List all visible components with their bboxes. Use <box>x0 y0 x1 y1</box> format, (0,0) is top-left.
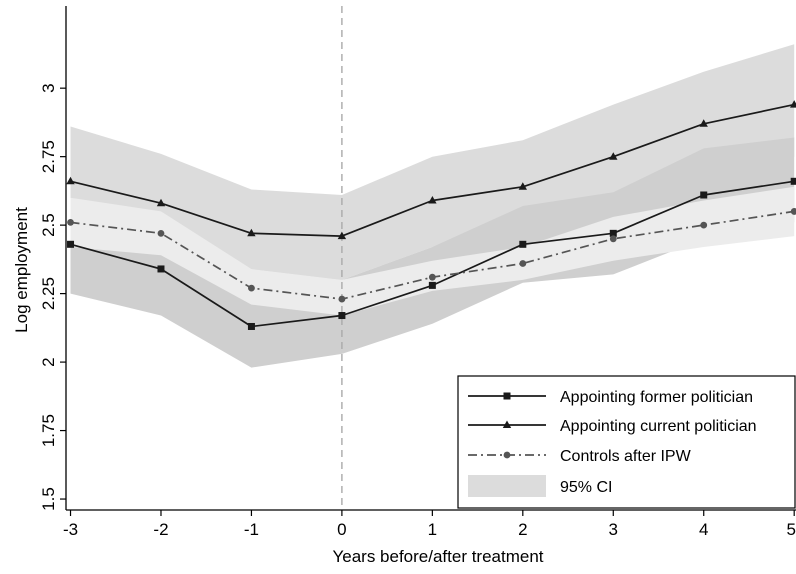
x-tick-label: -2 <box>153 520 168 539</box>
marker-square-former-politician-1 <box>157 265 165 273</box>
marker-triangle-current-politician-7 <box>699 119 708 127</box>
ci-band-current-politician <box>70 44 795 280</box>
legend-label: 95% CI <box>560 479 612 496</box>
marker-triangle-current-politician-1 <box>156 198 166 207</box>
ci-band-controls-ipw <box>70 186 795 316</box>
axes: 1.5 1.75 2 2.25 2.5 2.75 3 -3 -2 -1 0 1 2 3 4 5 Years be… <box>12 6 796 566</box>
marker-circle-controls-ipw-3 <box>338 295 346 303</box>
marker-triangle-current-politician-6 <box>609 152 618 160</box>
series-markers <box>66 100 796 330</box>
marker-triangle-current-politician-8 <box>790 100 796 108</box>
legend-symbol-ci <box>468 475 546 497</box>
confidence-bands <box>70 44 795 368</box>
y-tick-label: 2.5 <box>39 213 58 237</box>
x-tick-label: -3 <box>63 520 78 539</box>
marker-triangle-current-politician-2 <box>247 228 256 237</box>
legend-marker-triangle <box>502 420 512 428</box>
ci-band-former-politician <box>70 137 795 368</box>
x-tick-label: 1 <box>428 520 437 539</box>
y-axis-title: Log employment <box>12 207 31 333</box>
marker-square-former-politician-8 <box>790 177 796 185</box>
marker-circle-controls-ipw-6 <box>609 235 617 243</box>
legend-marker-circle <box>503 451 511 459</box>
marker-circle-controls-ipw-8 <box>790 208 796 215</box>
x-tick-label: 0 <box>337 520 346 539</box>
x-tick-label: 4 <box>699 520 708 539</box>
x-axis-title: Years before/after treatment <box>332 547 543 566</box>
marker-circle-controls-ipw-2 <box>248 284 255 292</box>
marker-circle-controls-ipw-0 <box>67 218 74 226</box>
marker-square-former-politician-6 <box>609 229 617 237</box>
x-tick-label: 3 <box>609 520 618 539</box>
y-tick-label: 1.75 <box>39 414 58 447</box>
legend-label: Appointing former politician <box>560 389 753 406</box>
y-tick-label: 2 <box>39 357 58 366</box>
marker-circle-controls-ipw-1 <box>157 229 165 237</box>
marker-square-former-politician-3 <box>338 312 346 320</box>
marker-square-former-politician-0 <box>67 240 75 248</box>
y-tick-label: 1.5 <box>39 487 58 511</box>
marker-triangle-current-politician-3 <box>337 231 347 240</box>
x-tick-label: 2 <box>518 520 527 539</box>
marker-circle-controls-ipw-5 <box>519 260 527 267</box>
marker-triangle-current-politician-4 <box>428 196 437 204</box>
x-tick-label: 5 <box>787 520 796 539</box>
y-tick-label: 2.75 <box>39 140 58 173</box>
y-tick-label: 2.25 <box>39 277 58 310</box>
marker-square-former-politician-5 <box>519 240 527 248</box>
marker-square-former-politician-2 <box>247 322 255 330</box>
x-tick-label: -1 <box>244 520 259 539</box>
marker-triangle-current-politician-5 <box>518 182 527 190</box>
y-tick-label: 3 <box>39 83 58 92</box>
marker-square-former-politician-4 <box>428 281 436 289</box>
legend-label: Controls after IPW <box>560 448 692 465</box>
marker-triangle-current-politician-0 <box>66 176 75 185</box>
marker-circle-controls-ipw-7 <box>700 221 708 229</box>
legend: Appointing former politician Appointing c… <box>457 375 796 509</box>
legend-label: Appointing current politician <box>560 418 757 435</box>
legend-marker-square <box>503 392 511 400</box>
marker-square-former-politician-7 <box>700 191 708 199</box>
marker-circle-controls-ipw-4 <box>428 273 436 281</box>
